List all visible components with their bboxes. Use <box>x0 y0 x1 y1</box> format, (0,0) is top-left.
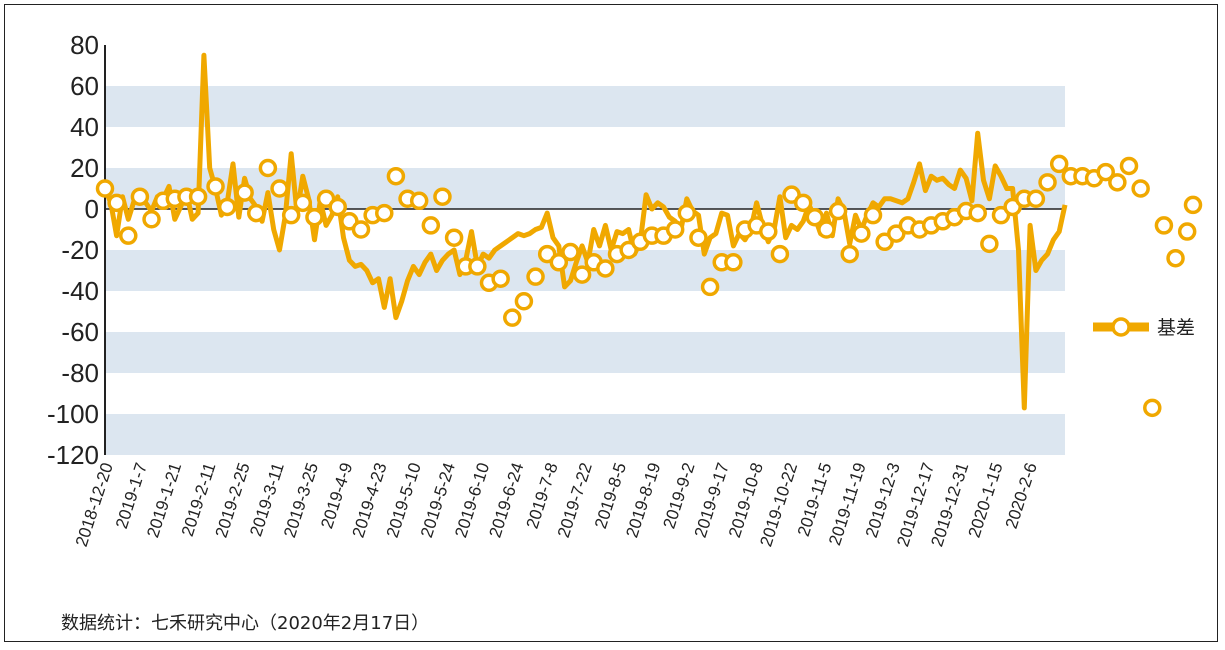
data-point <box>1119 156 1139 176</box>
x-tick-label: 2018-12-20 <box>72 460 117 549</box>
data-point <box>968 203 987 223</box>
data-point <box>433 187 452 206</box>
basis-line-chart: 80 60 40 20 0 -20 -40 -60 -80 -100 -120 2018-12-20… <box>47 30 1203 549</box>
data-point <box>1177 222 1197 241</box>
grid-band <box>105 332 1065 373</box>
grid-band <box>105 414 1065 455</box>
data-point <box>328 197 347 217</box>
y-tick-label: 0 <box>85 194 99 224</box>
data-point <box>188 187 208 206</box>
data-point <box>596 259 615 278</box>
x-tick-label: 2019-6-24 <box>485 460 527 540</box>
data-point <box>386 166 406 186</box>
data-point <box>95 179 115 198</box>
x-tick-label: 2019-1-7 <box>112 460 151 531</box>
x-tick-label: 2019-7-8 <box>523 460 562 531</box>
data-point <box>1143 398 1162 418</box>
y-tick-label: -20 <box>61 235 99 265</box>
grid-band <box>105 86 1065 127</box>
y-tick-label: 80 <box>70 30 99 60</box>
data-point <box>409 191 429 211</box>
data-point <box>526 267 545 286</box>
y-tick-label: -100 <box>47 399 99 429</box>
x-tick-label: 2019-3-25 <box>280 460 322 540</box>
data-point <box>561 242 580 262</box>
legend-swatch-marker <box>1111 317 1131 337</box>
data-point <box>107 193 126 213</box>
data-point <box>119 226 138 245</box>
y-tick-label: -60 <box>61 317 99 347</box>
data-point <box>421 216 441 235</box>
y-tick-label: -80 <box>61 358 99 388</box>
data-point <box>281 205 301 225</box>
chart-frame: 80 60 40 20 0 -20 -40 -60 -80 -100 -120 2018-12-20… <box>4 4 1218 642</box>
x-tick-label: 2020-1-15 <box>965 460 1007 540</box>
data-point <box>142 210 161 229</box>
data-point <box>1038 173 1057 192</box>
data-point <box>817 220 836 239</box>
data-point <box>724 253 743 272</box>
data-point <box>270 179 289 198</box>
data-point <box>828 201 848 221</box>
data-point <box>980 234 999 254</box>
data-point <box>491 269 510 288</box>
series-line <box>102 52 1068 411</box>
data-point <box>206 177 225 196</box>
data-point <box>305 207 324 227</box>
data-point <box>700 277 720 297</box>
data-point <box>235 183 254 202</box>
data-point <box>759 222 778 241</box>
data-point <box>863 205 883 225</box>
y-tick-labels: 80 60 40 20 0 -20 -40 -60 -80 -100 -120 <box>47 30 99 470</box>
x-tick-label: 2019-4-9 <box>317 460 356 531</box>
data-point <box>468 257 487 276</box>
series-basis <box>95 52 1203 418</box>
data-point <box>1049 154 1069 174</box>
data-point <box>1154 216 1174 235</box>
data-point <box>514 292 534 311</box>
data-point <box>217 197 237 217</box>
data-point <box>549 253 569 272</box>
data-point <box>665 220 685 239</box>
y-tick-label: 20 <box>70 153 99 183</box>
data-point <box>258 158 278 178</box>
y-tick-label: -40 <box>61 276 99 306</box>
data-point <box>805 207 825 227</box>
y-tick-label: 40 <box>70 112 99 142</box>
data-point <box>852 224 871 243</box>
x-tick-labels: 2018-12-202019-1-72019-1-212019-2-112019… <box>72 460 1041 549</box>
data-point <box>677 203 697 223</box>
data-point <box>770 244 790 264</box>
legend: 基差 <box>1093 317 1195 339</box>
x-tick-label: 2019-8-19 <box>622 460 664 540</box>
data-point <box>503 308 522 327</box>
data-point <box>1166 248 1185 268</box>
data-point <box>1183 195 1203 215</box>
x-tick-label: 2020-2-6 <box>1002 460 1041 531</box>
y-tick-label: 60 <box>70 71 99 101</box>
data-point <box>689 228 708 247</box>
data-point <box>375 203 394 223</box>
grid-bands <box>105 86 1065 455</box>
y-tick-label: -120 <box>47 440 99 470</box>
data-point <box>351 220 371 239</box>
x-tick-label: 2019-8-5 <box>591 460 630 531</box>
data-point <box>1026 189 1046 208</box>
data-point <box>247 203 266 223</box>
data-point <box>1131 179 1150 198</box>
x-tick-label: 2019-7-22 <box>554 460 596 540</box>
source-note: 数据统计：七禾研究中心（2020年2月17日） <box>61 613 430 634</box>
data-point <box>1108 173 1127 192</box>
legend-label-basis: 基差 <box>1157 317 1195 339</box>
data-point <box>444 228 464 247</box>
data-point <box>293 193 313 213</box>
data-point <box>1096 162 1115 182</box>
x-tick-label: 2019-9-2 <box>659 460 698 531</box>
data-point <box>130 187 150 206</box>
data-point <box>793 193 813 213</box>
data-point <box>840 244 859 264</box>
data-point <box>572 265 592 284</box>
